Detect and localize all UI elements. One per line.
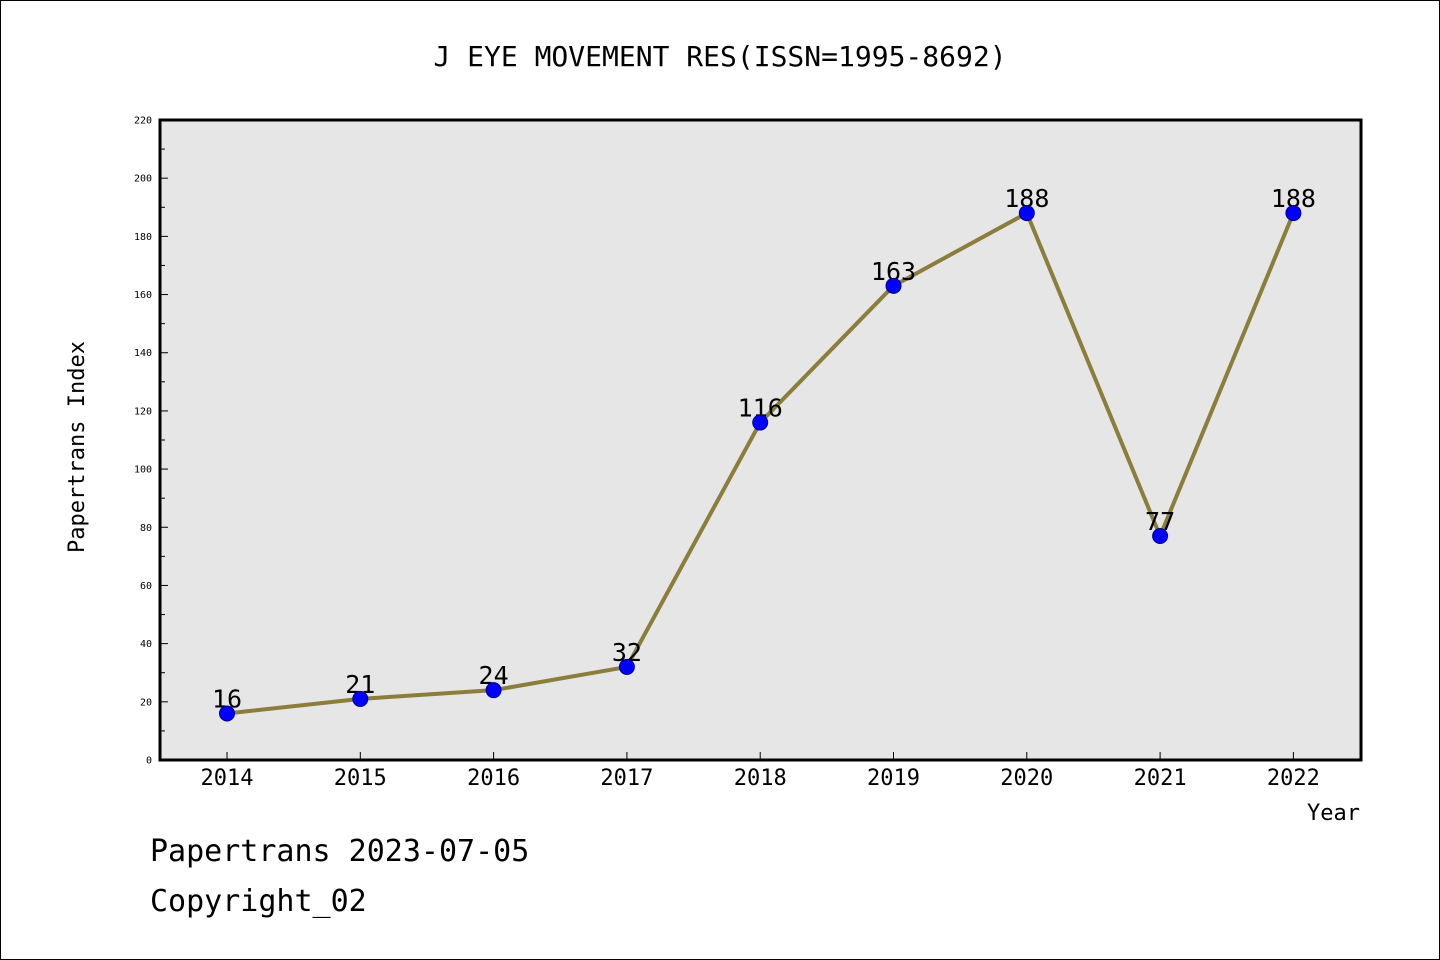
- x-axis-ticks: 2014 2015 2016 2017 2018 2019 2020 2021 2022: [201, 752, 1320, 791]
- x-tick-label: 2015: [334, 766, 387, 791]
- data-point-marker: [618, 658, 635, 675]
- x-tick-label: 2021: [1134, 766, 1187, 791]
- x-tick-label: 2020: [1000, 766, 1053, 791]
- y-tick-label: 40: [140, 639, 152, 650]
- plot-area: [160, 120, 1361, 760]
- data-point-marker: [1018, 205, 1035, 222]
- data-point-marker: [752, 414, 769, 431]
- y-axis-label: Papertrans Index: [65, 341, 90, 553]
- data-point-marker: [485, 682, 502, 699]
- y-tick-label: 20: [140, 697, 152, 708]
- y-tick-label: 60: [140, 581, 152, 592]
- chart-title: J EYE MOVEMENT RES(ISSN=1995-8692): [433, 40, 1006, 73]
- data-point-marker: [219, 705, 235, 722]
- data-point-marker: [1285, 205, 1302, 222]
- x-axis-label: Year: [1307, 801, 1360, 826]
- y-tick-label: 120: [134, 406, 152, 417]
- x-tick-label: 2019: [867, 766, 920, 791]
- data-point-marker: [352, 690, 369, 707]
- data-point-marker: [885, 277, 902, 294]
- y-tick-label: 180: [134, 232, 152, 243]
- y-tick-label: 160: [134, 290, 152, 301]
- y-tick-label: 100: [134, 465, 152, 476]
- x-tick-label: 2022: [1267, 766, 1320, 791]
- y-tick-label: 0: [146, 756, 152, 767]
- plot-border: [158, 118, 1363, 762]
- y-tick-label: 200: [134, 174, 152, 185]
- x-tick-label: 2017: [600, 766, 653, 791]
- x-tick-label: 2018: [734, 766, 787, 791]
- series-markers: [219, 205, 1302, 722]
- y-axis-ticks: 0 20 40 60 80 100 120 140 160 180 200 220: [134, 116, 168, 767]
- x-tick-label: 2014: [201, 766, 254, 791]
- footer-date-text: Papertrans 2023-07-05: [150, 834, 530, 869]
- y-tick-label: 80: [140, 523, 152, 534]
- y-tick-label: 140: [134, 348, 152, 359]
- footer-copyright-text: Copyright_02: [150, 884, 367, 919]
- y-tick-label: 220: [134, 116, 152, 127]
- x-tick-label: 2016: [467, 766, 520, 791]
- data-point-marker: [1152, 528, 1169, 544]
